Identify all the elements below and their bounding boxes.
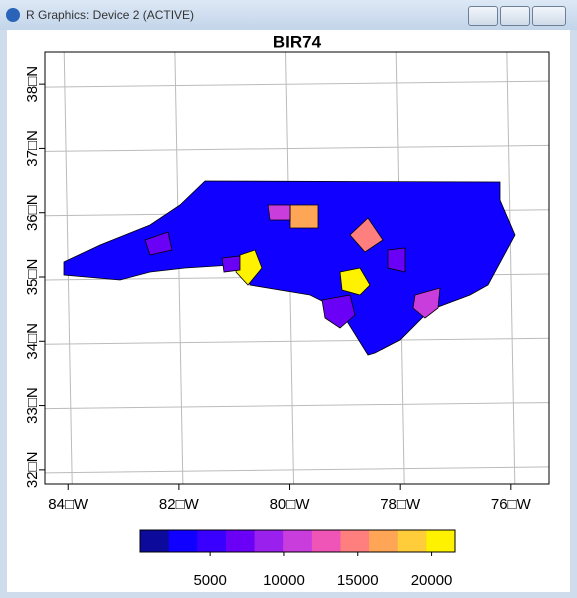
colorbar-swatch — [340, 530, 370, 552]
colorbar-tick-label: 15000 — [337, 572, 379, 589]
grid-line — [44, 402, 550, 410]
x-tick-label: 80□W — [270, 496, 311, 513]
chart: BIR74 84□W 82□W 80□W 78□W 76□W 32□N 33□N 34□N 35… — [7, 30, 570, 592]
county — [339, 267, 371, 296]
county — [387, 247, 406, 273]
colorbar-swatch — [168, 530, 198, 552]
colorbar-swatch — [369, 530, 399, 552]
colorbar-tick-label: 10000 — [263, 572, 305, 589]
county — [321, 294, 356, 329]
title-bar: R Graphics: Device 2 (ACTIVE) — [0, 0, 577, 30]
x-tick-label: 76□W — [491, 496, 532, 513]
colorbar-frame — [139, 529, 456, 553]
y-tick-label: 38□N — [24, 66, 41, 103]
grid-line — [44, 337, 550, 345]
y-tick-label: 33□N — [24, 387, 41, 424]
state — [63, 180, 516, 356]
colorbar-swatch — [283, 530, 313, 552]
grid-line — [44, 466, 550, 474]
colorbar-swatch — [225, 530, 256, 552]
y-tick-label: 36□N — [24, 194, 41, 231]
x-tick-label: 84□W — [48, 496, 89, 513]
plot-frame — [44, 51, 550, 485]
chart-title: BIR74 — [273, 32, 322, 51]
grid-line — [506, 51, 516, 485]
county — [221, 255, 241, 273]
y-tick-label: 37□N — [24, 130, 41, 167]
county — [349, 217, 384, 253]
colorbar-swatch — [397, 530, 427, 552]
colorbar-swatch — [197, 530, 227, 552]
colorbar-tick-label: 5000 — [193, 572, 226, 589]
colorbar-tick-label: 20000 — [411, 572, 453, 589]
colorbar-swatch — [426, 530, 456, 552]
y-tick-label: 35□N — [24, 259, 41, 296]
x-tick-label: 78□W — [380, 496, 421, 513]
county — [289, 204, 319, 229]
x-tick-label: 82□W — [159, 496, 200, 513]
y-tick-label: 32□N — [24, 452, 41, 489]
colorbar-swatch — [140, 530, 170, 552]
county — [144, 231, 173, 256]
grid-line — [44, 144, 550, 152]
close-button[interactable] — [532, 6, 566, 26]
county — [412, 287, 441, 319]
grid-line — [44, 80, 550, 88]
colorbar-swatch — [254, 530, 284, 552]
y-tick-label: 34□N — [24, 323, 41, 360]
county — [267, 204, 291, 221]
app-icon — [6, 8, 20, 22]
colorbar-swatch — [311, 530, 341, 552]
window-title: R Graphics: Device 2 (ACTIVE) — [26, 8, 195, 22]
minimize-button[interactable] — [468, 6, 498, 26]
maximize-button[interactable] — [500, 6, 530, 26]
